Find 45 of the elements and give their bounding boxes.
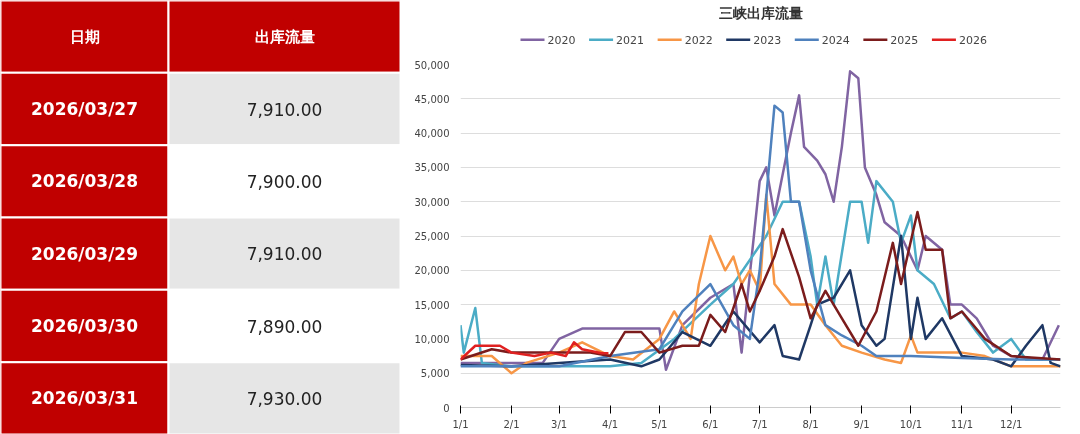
y-tick-label: 20,000 (414, 265, 450, 277)
text: 7,900.00 (246, 171, 323, 192)
text: 7,910.00 (246, 244, 323, 265)
legend-label: 2021 (616, 33, 645, 47)
legend-label: 2023 (753, 33, 782, 47)
category-label: 2026/03/30 (30, 316, 139, 336)
legend-label: 2020 (547, 33, 576, 47)
y-tick-label: 15,000 (414, 299, 450, 311)
category-label: 2026/03/31 (30, 388, 139, 409)
x-tick-label: 5/1 (651, 418, 668, 430)
x-tick-label: 4/1 (602, 418, 619, 430)
text: 7,930.00 (246, 388, 323, 409)
legend-label: 2025 (890, 33, 919, 47)
y-tick-label: 45,000 (414, 93, 450, 105)
category-label: 2026/03/29 (30, 243, 139, 264)
text: 日期 (69, 27, 100, 46)
y-tick-label: 0 (443, 402, 450, 414)
text: 7,890.00 (246, 316, 323, 337)
legend-label: 2026 (958, 33, 987, 47)
x-tick-label: 11/1 (950, 418, 974, 430)
y-tick-label: 40,000 (414, 128, 450, 140)
legend-label: 2024 (821, 33, 850, 47)
x-tick-label: 7/1 (751, 418, 768, 430)
x-tick-label: 1/1 (452, 418, 469, 430)
y-tick-label: 50,000 (414, 59, 450, 71)
legend-label: 2022 (684, 33, 713, 47)
x-tick-label: 9/1 (853, 418, 870, 430)
chart-title: 三峡出库流量 (718, 4, 803, 21)
y-tick-label: 5,000 (420, 368, 450, 380)
y-tick-label: 30,000 (414, 196, 450, 208)
x-tick-label: 10/1 (899, 418, 923, 430)
x-tick-label: 6/1 (702, 418, 719, 430)
x-tick-label: 3/1 (551, 418, 568, 430)
y-tick-label: 10,000 (414, 333, 450, 345)
text: 出库流量 (254, 27, 315, 46)
x-tick-label: 2/1 (503, 418, 520, 430)
x-tick-label: 8/1 (802, 418, 819, 430)
category-label: 2026/03/28 (30, 171, 139, 192)
text: 7,910.00 (246, 99, 323, 120)
y-tick-label: 35,000 (414, 162, 450, 174)
y-tick-label: 25,000 (414, 231, 450, 242)
x-tick-label: 12/1 (999, 418, 1023, 430)
category-label: 2026/03/27 (30, 99, 139, 119)
line-series (460, 341, 610, 361)
line-series (460, 210, 1061, 361)
